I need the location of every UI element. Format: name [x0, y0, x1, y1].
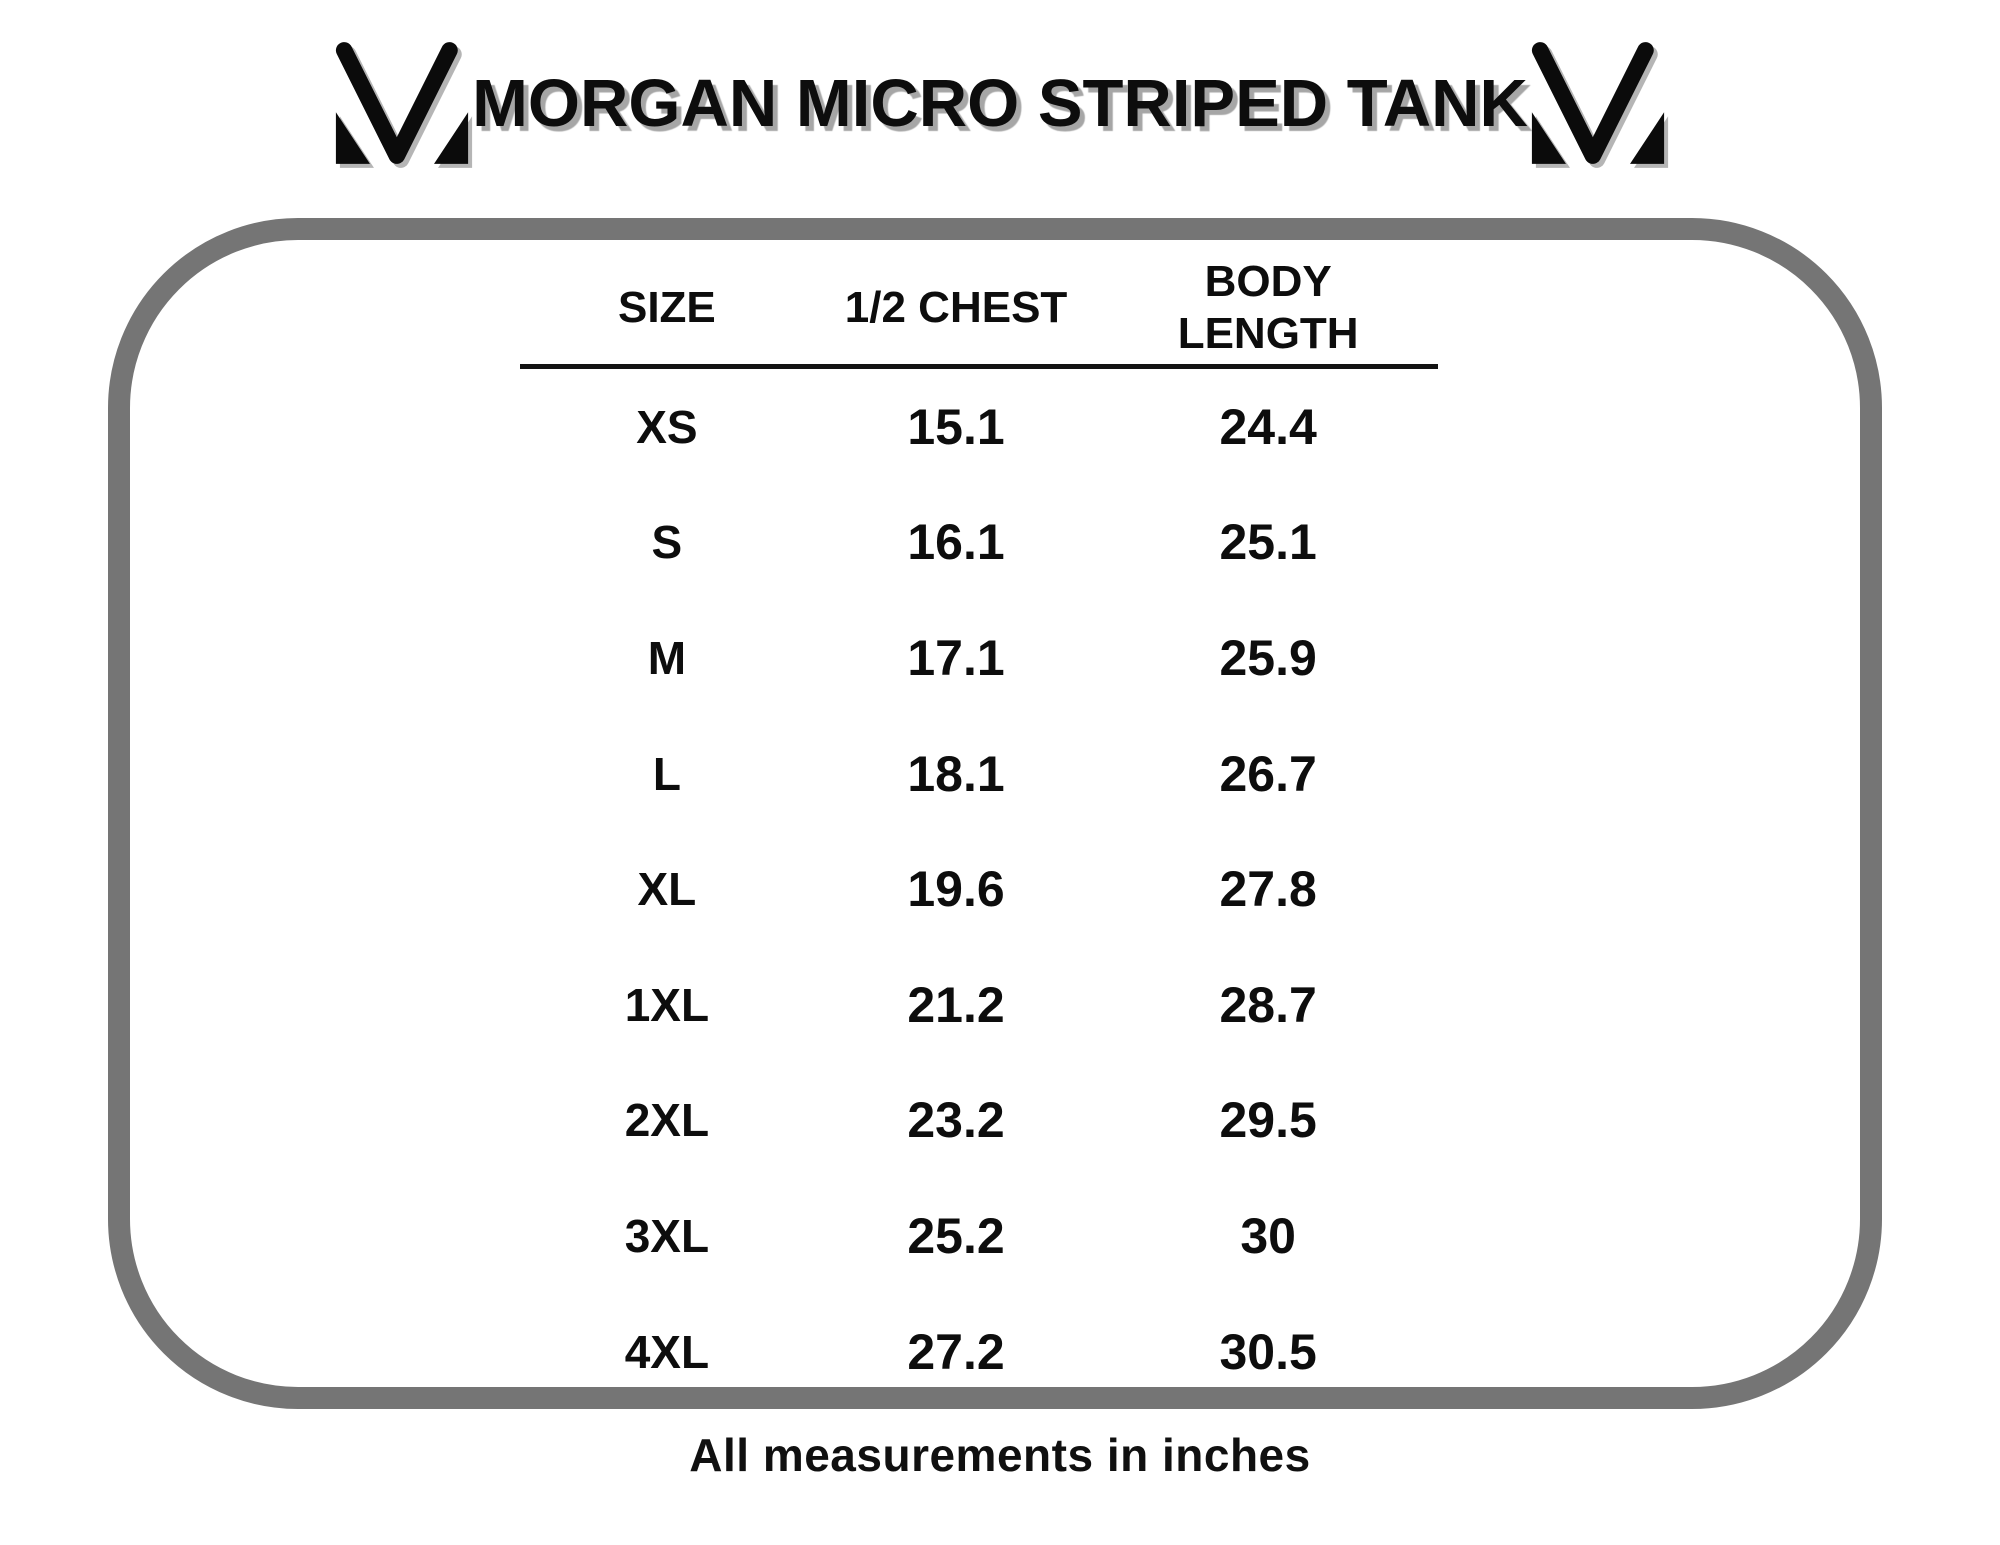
column-header-half-chest: 1/2 CHEST [844, 283, 1068, 333]
cell-half-chest: 19.6 [907, 861, 1005, 918]
cell-size: M [647, 631, 687, 684]
cell-size: 3XL [624, 1209, 710, 1262]
table-header-row: SIZE 1/2 CHEST BODY LENGTH [520, 252, 1438, 364]
footnote: All measurements in inches [689, 1429, 1311, 1481]
cell-half-chest: 27.2 [907, 1323, 1005, 1380]
cell-body-length: 26.7 [1219, 745, 1317, 802]
table-row: 2XL 23.2 29.5 [520, 1063, 1438, 1179]
cell-size: S [651, 516, 683, 569]
table-row: 1XL 21.2 28.7 [520, 947, 1438, 1063]
title-bar: MORGAN MICRO STRIPED TANK [0, 40, 2000, 166]
brand-monogram-icon-right [1531, 42, 1665, 164]
cell-half-chest: 15.1 [907, 398, 1005, 455]
cell-half-chest: 21.2 [907, 976, 1005, 1033]
cell-body-length: 30 [1240, 1207, 1296, 1264]
table-row: XS 15.1 24.4 [520, 369, 1438, 485]
table-row: M 17.1 25.9 [520, 600, 1438, 716]
cell-half-chest: 16.1 [907, 514, 1005, 571]
column-header-size: SIZE [617, 283, 716, 333]
cell-half-chest: 18.1 [907, 745, 1005, 802]
cell-size: L [652, 747, 681, 800]
cell-half-chest: 17.1 [907, 629, 1005, 686]
table-row: XL 19.6 27.8 [520, 831, 1438, 947]
cell-size: 1XL [624, 978, 710, 1031]
cell-size: 4XL [624, 1325, 710, 1378]
cell-size: XS [636, 400, 698, 453]
cell-body-length: 28.7 [1219, 976, 1317, 1033]
cell-half-chest: 23.2 [907, 1092, 1005, 1149]
cell-body-length: 24.4 [1219, 398, 1317, 455]
cell-body-length: 25.1 [1219, 514, 1317, 571]
cell-body-length: 25.9 [1219, 629, 1317, 686]
cell-body-length: 30.5 [1219, 1323, 1317, 1380]
column-header-body-length: BODY LENGTH [1177, 257, 1359, 358]
table-row: 3XL 25.2 30 [520, 1178, 1438, 1294]
size-chart-body: XS 15.1 24.4 S 16.1 25.1 M 17.1 25.9 L 18.1 26.7 XL 1… [520, 369, 1438, 1409]
cell-body-length: 27.8 [1219, 861, 1317, 918]
brand-monogram-icon-left [335, 42, 469, 164]
table-row: L 18.1 26.7 [520, 716, 1438, 832]
cell-size: XL [637, 863, 697, 916]
table-row: 4XL 27.2 30.5 [520, 1294, 1438, 1410]
cell-size: 2XL [624, 1094, 710, 1147]
cell-body-length: 29.5 [1219, 1092, 1317, 1149]
table-row: S 16.1 25.1 [520, 485, 1438, 601]
size-chart-table: SIZE 1/2 CHEST BODY LENGTH XS 15.1 24.4 S 16… [520, 252, 1438, 1409]
header-underline [520, 364, 1438, 369]
page-title: MORGAN MICRO STRIPED TANK [472, 65, 1528, 141]
size-chart-frame [108, 218, 1882, 1409]
cell-half-chest: 25.2 [907, 1207, 1005, 1264]
